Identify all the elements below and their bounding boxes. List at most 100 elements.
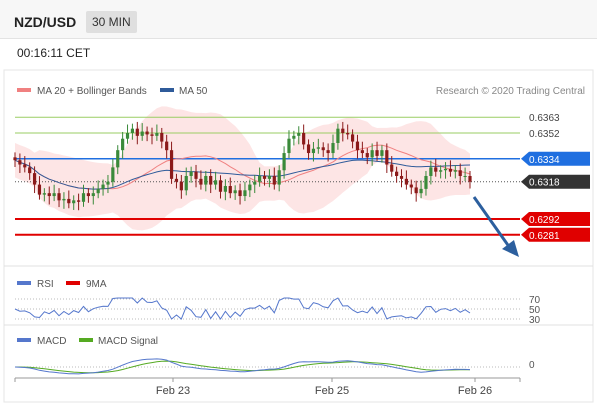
candle (179, 174, 183, 199)
candle (419, 180, 423, 199)
symbol-label: NZD/USD (14, 14, 77, 30)
candle (424, 170, 428, 196)
x-tick-label: Feb 26 (458, 385, 492, 397)
legend-ma50: MA 50 (179, 86, 208, 97)
level-label-0.6281: 0.6281 (529, 231, 560, 242)
candle (32, 166, 37, 194)
candle (165, 134, 169, 159)
candle (360, 141, 364, 159)
candle (370, 143, 374, 166)
rsi-line (14, 297, 471, 320)
bollinger-bands (15, 106, 470, 231)
macd-line (14, 358, 471, 375)
candle (13, 152, 17, 167)
candle (463, 167, 467, 181)
candle (443, 162, 448, 179)
candle (448, 160, 453, 177)
research-credit: Research © 2020 Trading Central (436, 86, 585, 97)
rsi-tick-50: 50 (529, 305, 541, 316)
rsi-tick-30: 30 (529, 315, 541, 326)
candle (91, 186, 95, 205)
candle (414, 180, 418, 202)
bollinger-band-area (15, 106, 470, 231)
level-badge-0.6318 (521, 174, 590, 189)
level-label-0.6363: 0.6363 (529, 113, 560, 124)
candle (218, 175, 223, 199)
candle (282, 146, 286, 179)
level-label-0.6352: 0.6352 (529, 129, 560, 140)
candle (380, 145, 384, 163)
candle (169, 141, 174, 184)
macd-tick-0: 0 (529, 360, 535, 371)
timeframe-button[interactable]: 30 MIN (86, 11, 137, 33)
candle (228, 177, 232, 199)
candle (37, 176, 42, 200)
candle (57, 188, 61, 208)
candle (439, 165, 443, 179)
candle (306, 139, 311, 160)
candle (77, 193, 81, 211)
candle (199, 170, 203, 190)
x-tick-label: Feb 23 (156, 385, 190, 397)
candle (375, 141, 379, 161)
candle (311, 142, 316, 162)
candle (453, 165, 457, 179)
timestamp: 00:16:11 CET (17, 46, 91, 60)
candle (135, 121, 139, 145)
candle (272, 167, 276, 190)
candle (209, 169, 213, 194)
x-axis-ticks: Feb 23 Feb 25 Feb 26 (14, 378, 521, 397)
candle (125, 124, 130, 144)
candle (150, 127, 154, 145)
ma50-line (14, 159, 471, 190)
candle (155, 124, 159, 141)
candle (116, 145, 120, 175)
candle (184, 167, 188, 196)
level-badge-0.6334 (521, 151, 590, 166)
candle (287, 130, 291, 159)
candle (174, 173, 179, 189)
candle (404, 170, 408, 190)
candle (429, 160, 433, 185)
candle (233, 185, 237, 200)
chart-header: NZD/USD 30 MIN (0, 0, 597, 39)
candle (101, 179, 105, 196)
candle (385, 143, 389, 173)
candle (106, 174, 110, 194)
rsi-swatch (17, 281, 31, 285)
candle (321, 142, 325, 157)
candle (409, 179, 413, 195)
level-label-0.6318: 0.6318 (529, 178, 560, 189)
candle (341, 121, 345, 142)
macd-swatch (17, 338, 31, 342)
x-tick-label: Feb 25 (315, 385, 349, 397)
candle (302, 124, 306, 150)
legend-rsi: RSI (37, 279, 54, 290)
candle (262, 170, 267, 186)
candle (277, 165, 281, 192)
forecast-arrow (472, 196, 519, 257)
candle (86, 188, 90, 203)
candle (292, 130, 296, 146)
candle (121, 131, 125, 159)
candle (130, 123, 135, 140)
candle (243, 181, 247, 202)
candle (399, 169, 404, 188)
candle (111, 158, 115, 187)
candle (238, 183, 242, 205)
candle (67, 190, 71, 209)
candle (145, 126, 149, 142)
candle (316, 138, 320, 154)
level-label-0.6334: 0.6334 (529, 155, 560, 166)
candle (458, 163, 462, 185)
candle (365, 148, 369, 165)
candle (140, 123, 144, 141)
candle (47, 186, 51, 205)
level-badge-0.6281 (521, 227, 590, 242)
legend-macd-signal: MACD Signal (98, 336, 158, 347)
candle (267, 169, 272, 188)
candle (390, 156, 394, 177)
candle (213, 171, 218, 190)
candle (189, 166, 193, 183)
